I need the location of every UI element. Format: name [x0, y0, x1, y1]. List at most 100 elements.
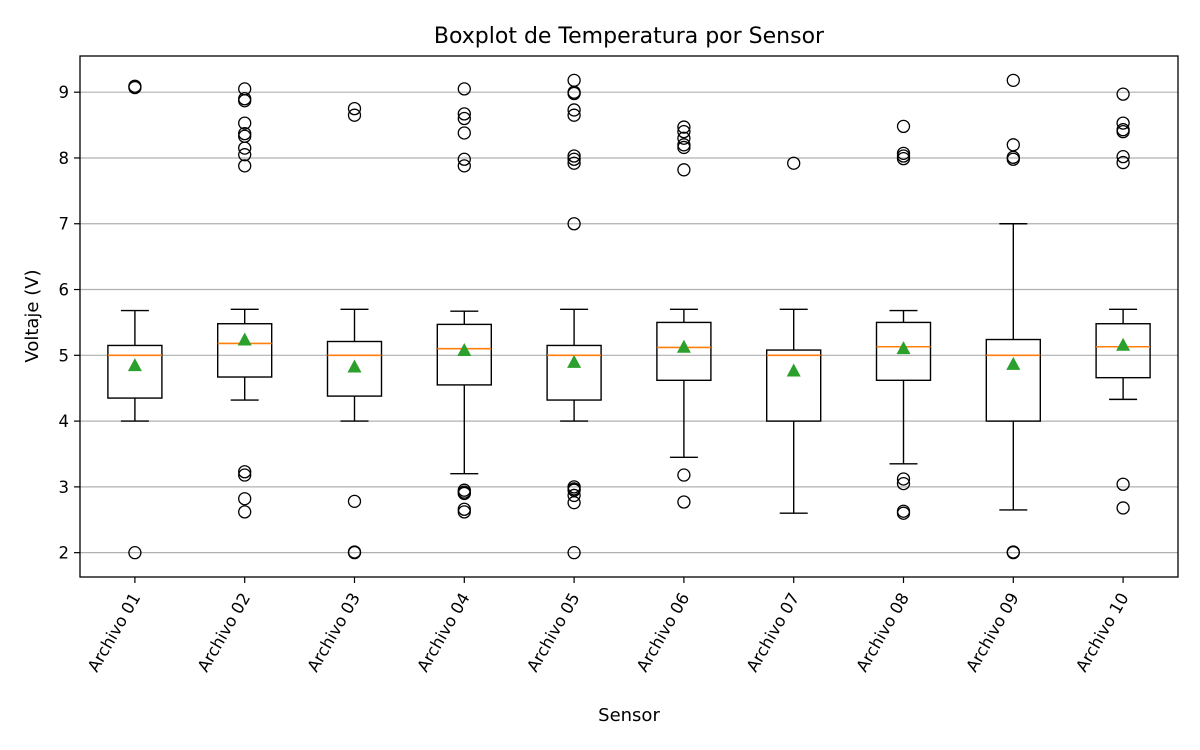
iqr-box [766, 349, 822, 422]
iqr-box [436, 323, 492, 386]
outlier-point [457, 502, 471, 516]
outlier-point [677, 163, 691, 177]
outlier-point [1116, 155, 1130, 170]
box-group [546, 73, 602, 560]
outlier-point [347, 545, 362, 559]
outlier-point [457, 505, 471, 519]
outlier-point [567, 152, 581, 166]
outlier-point [457, 82, 471, 96]
outlier-point [457, 486, 471, 501]
outlier-point [238, 505, 252, 519]
outlier-point [567, 108, 581, 122]
mean-marker [567, 354, 582, 368]
box-group [766, 156, 822, 514]
y-tick-label: 9 [59, 83, 70, 102]
y-tick-label: 5 [59, 346, 70, 365]
chart-title: Boxplot de Temperatura por Sensor [434, 24, 825, 49]
x-tick-label: Archivo 09 [962, 590, 1022, 676]
outlier-point [1006, 138, 1020, 152]
mean-marker [237, 332, 252, 346]
x-tick-label: Archivo 02 [194, 590, 254, 676]
outlier-point [677, 131, 691, 145]
outlier-point [238, 159, 252, 173]
outlier-point [567, 217, 581, 231]
outlier-point [1116, 477, 1130, 491]
iqr-box [1095, 323, 1151, 379]
y-tick-label: 3 [59, 478, 70, 497]
mean-marker [1116, 337, 1131, 351]
y-axis-ticks: 2 3 4 5 6 7 8 9 [59, 83, 80, 563]
outlier-point [677, 125, 691, 139]
outlier-point [567, 73, 581, 87]
box-group [656, 120, 712, 509]
outlier-point [238, 141, 252, 155]
box-group [326, 101, 383, 560]
y-tick-label: 6 [59, 281, 70, 300]
iqr-box [546, 344, 602, 401]
outlier-point [457, 152, 471, 166]
outlier-point [677, 120, 691, 134]
box-group [107, 79, 163, 560]
outlier-point [896, 472, 911, 486]
y-tick-label: 8 [59, 149, 70, 168]
outlier-point [238, 468, 252, 482]
outlier-point [347, 494, 362, 508]
boxes-layer [107, 73, 1151, 560]
y-tick-label: 7 [59, 215, 70, 234]
iqr-box [326, 340, 383, 397]
outlier-point [787, 156, 801, 170]
outlier-point [896, 506, 911, 520]
outlier-point [238, 116, 252, 130]
outlier-point [896, 151, 911, 166]
outlier-point [567, 546, 581, 560]
x-tick-label: Archivo 07 [743, 590, 803, 676]
outlier-point [128, 79, 142, 93]
outlier-point [896, 149, 911, 163]
iqr-box [985, 338, 1041, 422]
x-tick-label: Archivo 10 [1072, 590, 1132, 676]
x-tick-label: Archivo 06 [633, 590, 693, 676]
outlier-point [1116, 501, 1130, 515]
outlier-point [238, 492, 252, 506]
outlier-point [1116, 125, 1130, 139]
mean-marker [786, 363, 801, 377]
mean-marker [676, 339, 691, 353]
iqr-box [107, 344, 163, 399]
x-tick-label: Archivo 05 [523, 590, 583, 676]
y-axis-label: Voltaje (V) [22, 269, 43, 362]
outlier-point [896, 476, 911, 491]
x-tick-label: Archivo 04 [413, 590, 473, 676]
iqr-box [656, 321, 712, 382]
mean-marker [457, 343, 472, 357]
mean-marker [347, 359, 362, 373]
outlier-point [677, 468, 691, 482]
x-axis-ticks: Archivo 01 Archivo 02 Archivo 03 Archivo 04… [84, 577, 1133, 675]
outlier-point [457, 111, 471, 126]
outlier-point [567, 496, 581, 510]
outlier-point [1006, 152, 1020, 166]
outlier-point [896, 119, 911, 134]
outlier-point [347, 108, 362, 122]
box-group [436, 82, 492, 519]
box-group [1095, 87, 1151, 515]
iqr-box [875, 321, 932, 382]
outlier-point [1116, 116, 1130, 130]
outlier-point [238, 465, 252, 479]
outlier-point [567, 149, 581, 163]
grid-lines [80, 91, 1178, 554]
outlier-point [677, 140, 691, 155]
outlier-point [567, 86, 581, 101]
outlier-point [1116, 87, 1130, 101]
mean-marker [127, 358, 142, 372]
outlier-point [567, 103, 581, 117]
outlier-point [238, 129, 252, 143]
box-group [985, 73, 1041, 560]
outlier-point [567, 156, 581, 170]
outlier-point [457, 126, 471, 140]
outlier-point [567, 488, 581, 503]
outlier-point [1006, 73, 1020, 87]
outlier-point [457, 159, 471, 173]
outlier-point [347, 101, 362, 116]
outlier-point [677, 495, 691, 509]
